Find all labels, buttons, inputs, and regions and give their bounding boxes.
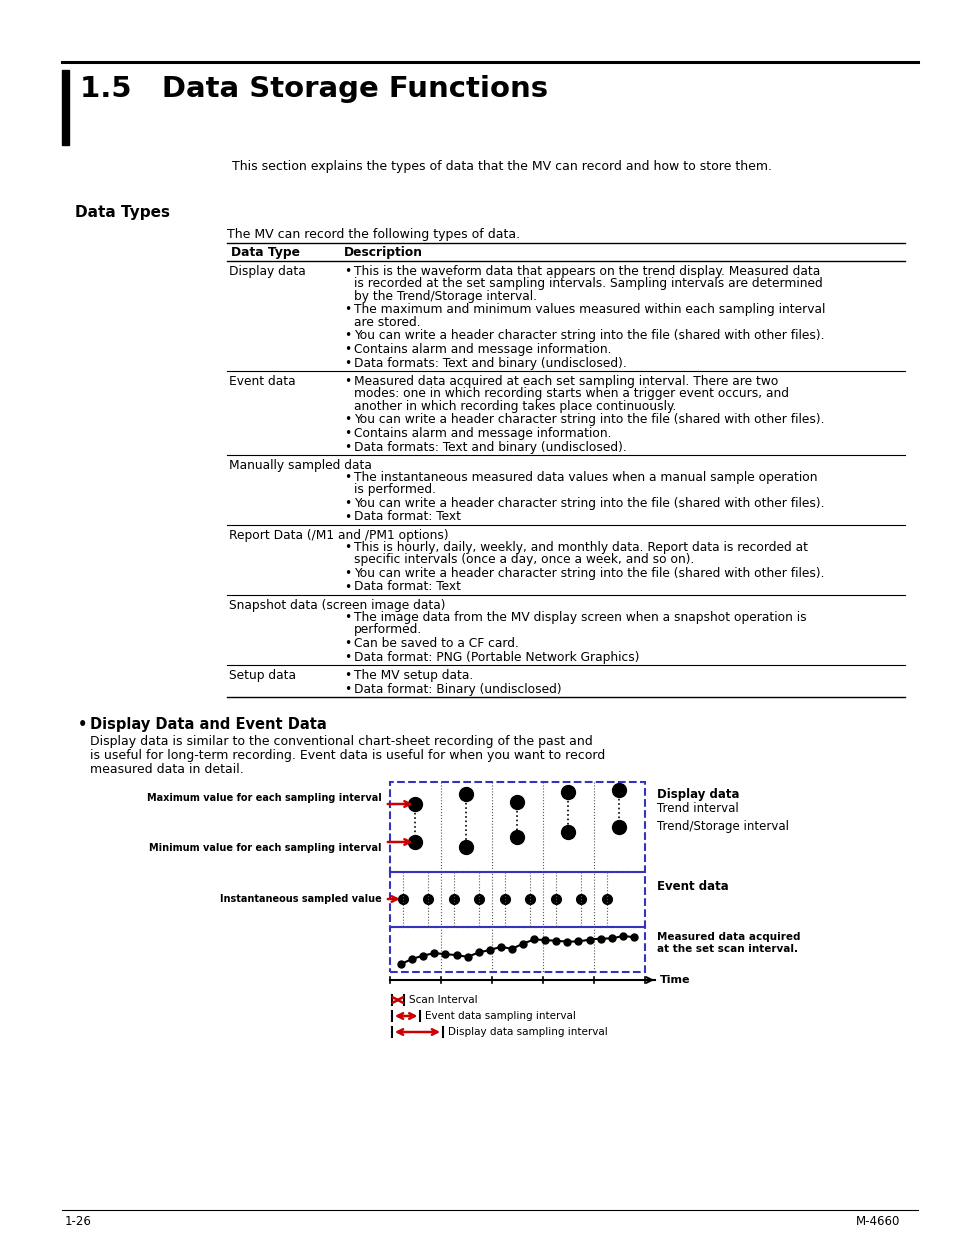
Text: •: • <box>78 718 88 732</box>
Text: Data format: Text: Data format: Text <box>354 580 460 594</box>
Text: 1.5   Data Storage Functions: 1.5 Data Storage Functions <box>80 75 548 103</box>
Text: The image data from the MV display screen when a snapshot operation is: The image data from the MV display scree… <box>354 611 806 624</box>
Text: •: • <box>344 427 351 440</box>
Bar <box>390 782 644 872</box>
Text: Report Data (/M1 and /PM1 options): Report Data (/M1 and /PM1 options) <box>229 529 448 542</box>
Text: The MV can record the following types of data.: The MV can record the following types of… <box>227 228 519 241</box>
Text: Display data: Display data <box>657 788 739 802</box>
Text: Display Data and Event Data: Display Data and Event Data <box>90 718 327 732</box>
Text: Data format: PNG (Portable Network Graphics): Data format: PNG (Portable Network Graph… <box>354 651 639 663</box>
Text: Trend interval: Trend interval <box>657 802 738 815</box>
Text: You can write a header character string into the file (shared with other files).: You can write a header character string … <box>354 414 823 426</box>
Text: •: • <box>344 496 351 510</box>
Text: This is the waveform data that appears on the trend display. Measured data: This is the waveform data that appears o… <box>354 266 820 278</box>
Text: Data format: Binary (undisclosed): Data format: Binary (undisclosed) <box>354 683 561 695</box>
Text: •: • <box>344 669 351 682</box>
Text: Display data sampling interval: Display data sampling interval <box>448 1028 607 1037</box>
Text: Contains alarm and message information.: Contains alarm and message information. <box>354 427 611 440</box>
Text: Contains alarm and message information.: Contains alarm and message information. <box>354 343 611 356</box>
Text: Minimum value for each sampling interval: Minimum value for each sampling interval <box>150 844 381 853</box>
Text: Display data: Display data <box>229 266 305 278</box>
Text: You can write a header character string into the file (shared with other files).: You can write a header character string … <box>354 567 823 580</box>
Text: •: • <box>344 343 351 356</box>
Text: by the Trend/Storage interval.: by the Trend/Storage interval. <box>354 290 537 303</box>
Text: is useful for long-term recording. Event data is useful for when you want to rec: is useful for long-term recording. Event… <box>90 748 604 762</box>
Text: Measured data acquired
at the set scan interval.: Measured data acquired at the set scan i… <box>657 932 800 953</box>
Text: modes: one in which recording starts when a trigger event occurs, and: modes: one in which recording starts whe… <box>354 388 788 400</box>
Text: •: • <box>344 611 351 624</box>
Text: Display data is similar to the conventional chart-sheet recording of the past an: Display data is similar to the conventio… <box>90 735 592 748</box>
Text: Manually sampled data: Manually sampled data <box>229 459 372 472</box>
Text: •: • <box>344 541 351 555</box>
Text: •: • <box>344 471 351 484</box>
Text: Description: Description <box>344 246 422 259</box>
Text: •: • <box>344 266 351 278</box>
Text: performed.: performed. <box>354 624 422 636</box>
Text: Instantaneous sampled value: Instantaneous sampled value <box>220 894 381 904</box>
Text: Event data: Event data <box>657 881 728 893</box>
Text: The MV setup data.: The MV setup data. <box>354 669 473 682</box>
Text: Event data: Event data <box>229 375 295 388</box>
Text: •: • <box>344 375 351 388</box>
Text: •: • <box>344 304 351 316</box>
Text: Snapshot data (screen image data): Snapshot data (screen image data) <box>229 599 445 613</box>
Text: •: • <box>344 580 351 594</box>
Text: Data formats: Text and binary (undisclosed).: Data formats: Text and binary (undisclos… <box>354 441 626 453</box>
Text: is recorded at the set sampling intervals. Sampling intervals are determined: is recorded at the set sampling interval… <box>354 278 821 290</box>
Text: measured data in detail.: measured data in detail. <box>90 763 244 776</box>
Text: •: • <box>344 330 351 342</box>
Text: is performed.: is performed. <box>354 483 436 496</box>
Text: Measured data acquired at each set sampling interval. There are two: Measured data acquired at each set sampl… <box>354 375 778 388</box>
Text: •: • <box>344 441 351 453</box>
Text: This is hourly, daily, weekly, and monthly data. Report data is recorded at: This is hourly, daily, weekly, and month… <box>354 541 807 555</box>
Text: •: • <box>344 683 351 695</box>
Text: 1-26: 1-26 <box>65 1215 91 1228</box>
Bar <box>390 927 644 972</box>
Text: Scan Interval: Scan Interval <box>408 995 476 1005</box>
Text: Setup data: Setup data <box>229 669 295 682</box>
Text: Time: Time <box>659 974 690 986</box>
Text: Can be saved to a CF card.: Can be saved to a CF card. <box>354 637 518 650</box>
Text: Event data sampling interval: Event data sampling interval <box>425 1011 576 1021</box>
Text: Maximum value for each sampling interval: Maximum value for each sampling interval <box>147 793 381 803</box>
Text: •: • <box>344 357 351 369</box>
Bar <box>390 872 644 927</box>
Text: The instantaneous measured data values when a manual sample operation: The instantaneous measured data values w… <box>354 471 817 484</box>
Text: are stored.: are stored. <box>354 316 420 329</box>
Text: specific intervals (once a day, once a week, and so on).: specific intervals (once a day, once a w… <box>354 553 694 567</box>
Text: Data format: Text: Data format: Text <box>354 510 460 524</box>
Text: Data formats: Text and binary (undisclosed).: Data formats: Text and binary (undisclos… <box>354 357 626 369</box>
Text: •: • <box>344 567 351 580</box>
Text: You can write a header character string into the file (shared with other files).: You can write a header character string … <box>354 496 823 510</box>
Text: Data Type: Data Type <box>231 246 299 259</box>
Text: •: • <box>344 510 351 524</box>
Text: M-4660: M-4660 <box>855 1215 899 1228</box>
Bar <box>62 70 69 144</box>
Text: •: • <box>344 637 351 650</box>
Text: •: • <box>344 651 351 663</box>
Text: This section explains the types of data that the MV can record and how to store : This section explains the types of data … <box>232 161 771 173</box>
Text: •: • <box>344 414 351 426</box>
Text: another in which recording takes place continuously.: another in which recording takes place c… <box>354 400 676 412</box>
Text: Trend/Storage interval: Trend/Storage interval <box>657 820 788 832</box>
Text: The maximum and minimum values measured within each sampling interval: The maximum and minimum values measured … <box>354 304 824 316</box>
Text: You can write a header character string into the file (shared with other files).: You can write a header character string … <box>354 330 823 342</box>
Text: Data Types: Data Types <box>75 205 170 220</box>
